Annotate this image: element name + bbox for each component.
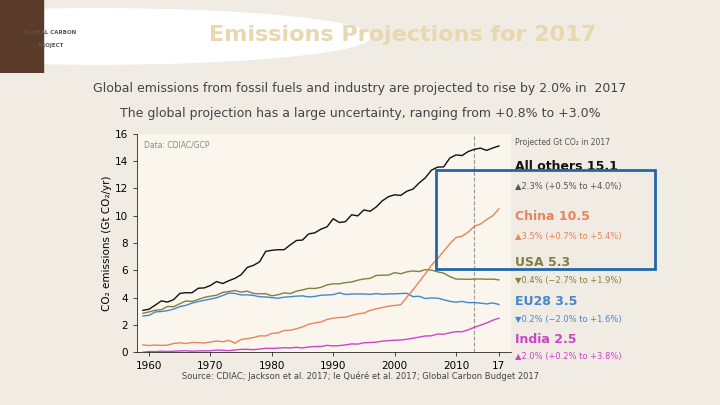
Circle shape <box>0 9 371 64</box>
Text: Data: CDIAC/GCP: Data: CDIAC/GCP <box>144 140 210 149</box>
Text: The global projection has a large uncertainty, ranging from +0.8% to +3.0%: The global projection has a large uncert… <box>120 107 600 120</box>
Bar <box>0 0 43 73</box>
Text: PROJECT: PROJECT <box>37 43 63 48</box>
Text: China 10.5: China 10.5 <box>516 210 590 223</box>
Text: EU28 3.5: EU28 3.5 <box>516 296 577 309</box>
Text: All others 15.1: All others 15.1 <box>516 160 618 173</box>
Text: Emissions Projections for 2017: Emissions Projections for 2017 <box>209 25 596 45</box>
Text: USA 5.3: USA 5.3 <box>516 256 570 269</box>
Text: Source: CDIAC; Jackson et al. 2017; le Quéré et al. 2017; Global Carbon Budget 2: Source: CDIAC; Jackson et al. 2017; le Q… <box>181 371 539 381</box>
Text: Global emissions from fossil fuels and industry are projected to rise by 2.0% in: Global emissions from fossil fuels and i… <box>94 82 626 95</box>
Text: India 2.5: India 2.5 <box>516 333 577 345</box>
Y-axis label: CO₂ emissions (Gt CO₂/yr): CO₂ emissions (Gt CO₂/yr) <box>102 175 112 311</box>
Text: ▼0.2% (−2.0% to +1.6%): ▼0.2% (−2.0% to +1.6%) <box>516 315 622 324</box>
Text: ▲2.0% (+0.2% to +3.8%): ▲2.0% (+0.2% to +3.8%) <box>516 352 622 361</box>
Text: ▲3.5% (+0.7% to +5.4%): ▲3.5% (+0.7% to +5.4%) <box>516 232 622 241</box>
Text: ▼0.4% (−2.7% to +1.9%): ▼0.4% (−2.7% to +1.9%) <box>516 276 622 285</box>
Text: ▲2.3% (+0.5% to +4.0%): ▲2.3% (+0.5% to +4.0%) <box>516 182 622 191</box>
Text: GLOBAL CARBON: GLOBAL CARBON <box>24 30 76 35</box>
Text: Projected Gt CO₂ in 2017: Projected Gt CO₂ in 2017 <box>516 138 611 147</box>
